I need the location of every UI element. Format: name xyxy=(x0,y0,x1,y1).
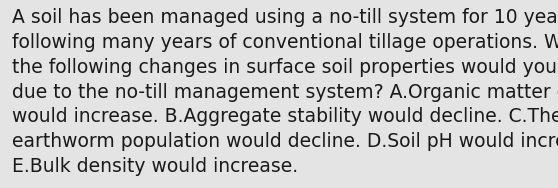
Text: A soil has been managed using a no-till system for 10 years
following many years: A soil has been managed using a no-till … xyxy=(12,8,558,176)
